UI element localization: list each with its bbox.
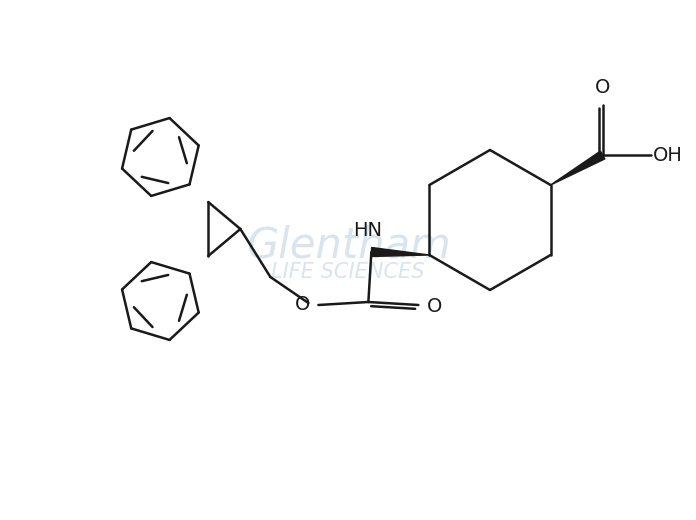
Polygon shape <box>371 248 429 256</box>
Text: HN: HN <box>353 221 382 240</box>
Text: Glentham: Glentham <box>246 224 450 266</box>
Text: LIFE SCIENCES: LIFE SCIENCES <box>271 262 425 282</box>
Polygon shape <box>551 151 605 185</box>
Text: O: O <box>595 78 610 97</box>
Text: O: O <box>295 295 310 315</box>
Text: OH: OH <box>653 146 683 164</box>
Text: O: O <box>427 297 442 317</box>
